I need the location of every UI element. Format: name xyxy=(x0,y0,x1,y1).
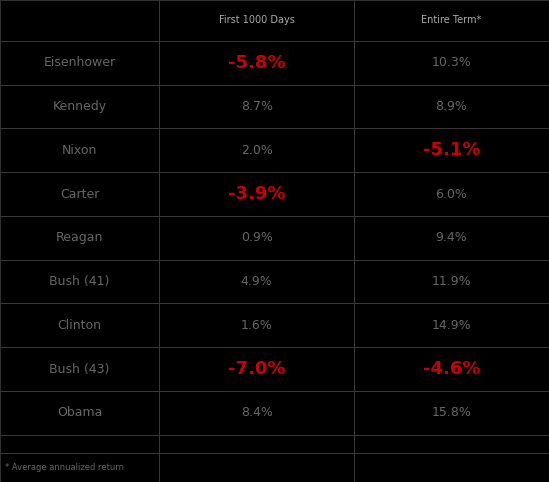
Bar xyxy=(0,347,159,391)
Text: Obama: Obama xyxy=(57,406,102,419)
Bar xyxy=(159,216,354,260)
Bar xyxy=(354,304,549,347)
Text: 1.6%: 1.6% xyxy=(241,319,272,332)
Text: -5.8%: -5.8% xyxy=(228,54,285,72)
Text: -4.6%: -4.6% xyxy=(423,360,480,378)
Bar xyxy=(0,260,159,304)
Text: Carter: Carter xyxy=(60,187,99,201)
Text: 11.9%: 11.9% xyxy=(432,275,472,288)
Bar xyxy=(159,304,354,347)
Bar xyxy=(354,453,549,482)
Text: 6.0%: 6.0% xyxy=(435,187,468,201)
Bar xyxy=(354,435,549,453)
Text: -3.9%: -3.9% xyxy=(228,185,285,203)
Text: 8.7%: 8.7% xyxy=(240,100,273,113)
Bar xyxy=(159,172,354,216)
Text: Kennedy: Kennedy xyxy=(53,100,107,113)
Bar xyxy=(0,391,159,435)
Text: 2.0%: 2.0% xyxy=(240,144,273,157)
Bar xyxy=(0,172,159,216)
Text: 4.9%: 4.9% xyxy=(241,275,272,288)
Bar xyxy=(0,129,159,172)
Bar xyxy=(159,391,354,435)
Text: Bush (43): Bush (43) xyxy=(49,362,110,375)
Bar xyxy=(159,0,354,41)
Bar xyxy=(159,453,354,482)
Text: 10.3%: 10.3% xyxy=(432,56,472,69)
Bar xyxy=(0,453,159,482)
Text: Entire Term*: Entire Term* xyxy=(422,15,481,26)
Text: Nixon: Nixon xyxy=(62,144,97,157)
Text: Clinton: Clinton xyxy=(58,319,102,332)
Text: 8.9%: 8.9% xyxy=(435,100,468,113)
Bar xyxy=(159,260,354,304)
Text: Reagan: Reagan xyxy=(56,231,103,244)
Text: 0.9%: 0.9% xyxy=(240,231,273,244)
Bar xyxy=(354,347,549,391)
Bar xyxy=(354,41,549,85)
Bar xyxy=(159,129,354,172)
Text: First 1000 Days: First 1000 Days xyxy=(219,15,295,26)
Text: -7.0%: -7.0% xyxy=(228,360,285,378)
Text: Eisenhower: Eisenhower xyxy=(43,56,116,69)
Text: 15.8%: 15.8% xyxy=(432,406,472,419)
Bar xyxy=(354,391,549,435)
Bar xyxy=(0,216,159,260)
Bar xyxy=(0,41,159,85)
Bar xyxy=(0,0,159,41)
Bar xyxy=(354,260,549,304)
Text: * Average annualized return: * Average annualized return xyxy=(5,463,125,472)
Text: -5.1%: -5.1% xyxy=(423,141,480,160)
Bar xyxy=(159,85,354,129)
Text: 14.9%: 14.9% xyxy=(432,319,472,332)
Bar xyxy=(354,85,549,129)
Bar xyxy=(354,0,549,41)
Bar xyxy=(0,435,159,453)
Bar xyxy=(354,216,549,260)
Bar xyxy=(354,172,549,216)
Bar xyxy=(159,41,354,85)
Bar xyxy=(354,129,549,172)
Text: 8.4%: 8.4% xyxy=(240,406,273,419)
Bar xyxy=(0,85,159,129)
Text: Bush (41): Bush (41) xyxy=(49,275,110,288)
Bar xyxy=(159,435,354,453)
Bar xyxy=(0,304,159,347)
Text: 9.4%: 9.4% xyxy=(436,231,467,244)
Bar xyxy=(159,347,354,391)
